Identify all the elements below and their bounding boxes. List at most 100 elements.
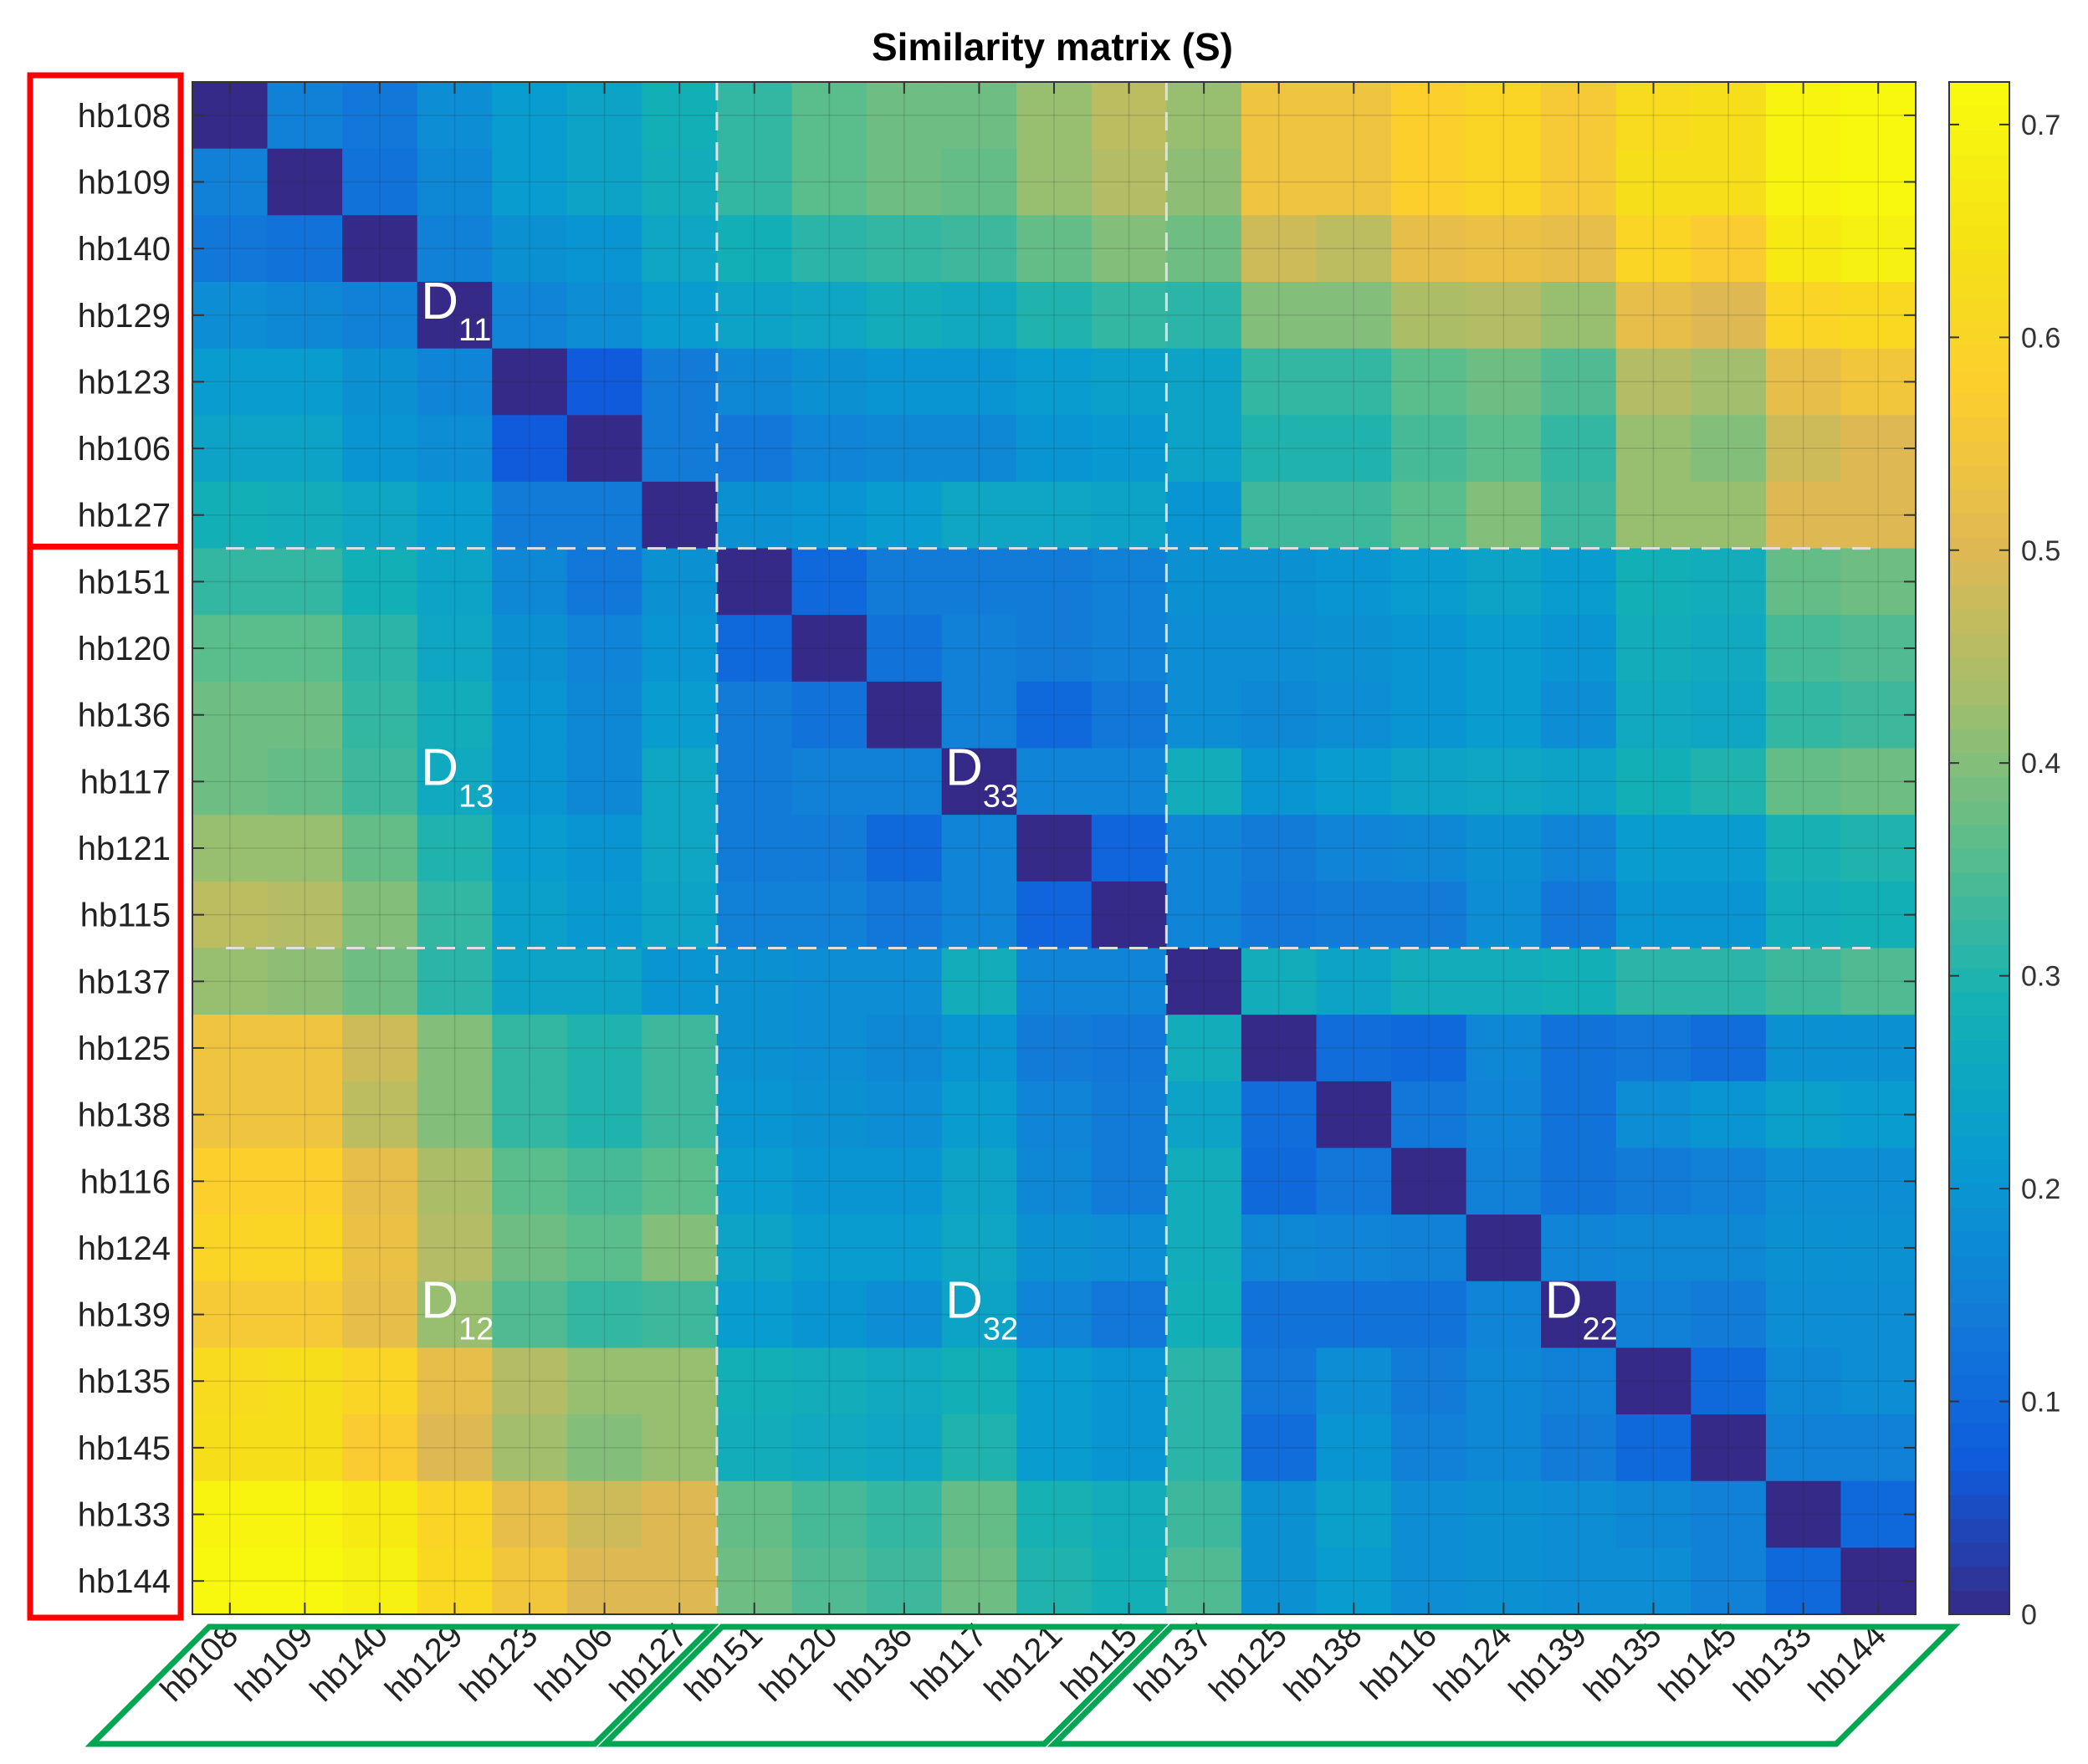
heatmap-cell-hb136-hb135 [1615, 681, 1691, 749]
heatmap-cell-hb106-hb127 [642, 415, 718, 483]
heatmap-cell-hb127-hb108 [192, 481, 269, 550]
heatmap-cell-hb109-hb129 [417, 148, 493, 216]
heatmap-cell-hb136-hb115 [1091, 681, 1167, 749]
heatmap-cell-hb133-hb123 [492, 1480, 568, 1548]
heatmap-cell-hb106-hb138 [1316, 415, 1392, 483]
heatmap-cell-hb106-hb109 [267, 415, 343, 483]
heatmap-cell-hb129-hb125 [1241, 281, 1318, 350]
heatmap-cell-hb124-hb117 [941, 1214, 1017, 1282]
heatmap-cell-hb140-hb129 [417, 215, 493, 283]
heatmap-cell-hb124-hb129 [417, 1214, 493, 1282]
heatmap-cell-hb125-hb125 [1241, 1015, 1318, 1082]
heatmap-cell-hb106-hb145 [1691, 415, 1767, 483]
heatmap-cell-hb116-hb120 [791, 1148, 867, 1215]
heatmap-cell-hb120-hb109 [267, 615, 343, 683]
heatmap-cell-hb138-hb133 [1765, 1081, 1842, 1149]
heatmap-cell-hb116-hb145 [1691, 1148, 1767, 1215]
heatmap-cell-hb151-hb144 [1840, 548, 1917, 616]
heatmap-cell-hb145-hb116 [1391, 1414, 1467, 1482]
heatmap-cell-hb151-hb106 [566, 548, 642, 616]
heatmap-cell-hb120-hb145 [1691, 615, 1767, 683]
heatmap-cell-hb124-hb135 [1615, 1214, 1691, 1282]
colorbar-segment [1949, 105, 2009, 130]
colorbar-tick-label: 0.2 [2021, 1173, 2060, 1205]
heatmap-cell-hb139-hb120 [791, 1281, 867, 1348]
heatmap-cell-hb124-hb124 [1466, 1214, 1542, 1282]
colorbar-segment [1949, 872, 2009, 897]
heatmap-cell-hb124-hb145 [1691, 1214, 1767, 1282]
heatmap-cell-hb109-hb145 [1691, 148, 1767, 216]
heatmap-cell-hb138-hb138 [1316, 1081, 1392, 1149]
heatmap-cell-hb140-hb137 [1166, 215, 1242, 283]
heatmap-cell-hb120-hb106 [566, 615, 642, 683]
heatmap-cell-hb145-hb123 [492, 1414, 568, 1482]
heatmap-cell-hb140-hb138 [1316, 215, 1392, 283]
col-label-hb136: hb136 [827, 1617, 919, 1709]
colorbar-segment [1949, 1446, 2009, 1471]
heatmap-cell-hb133-hb106 [566, 1480, 642, 1548]
heatmap-cell-hb139-hb136 [867, 1281, 943, 1348]
heatmap-cell-hb109-hb133 [1765, 148, 1842, 216]
heatmap-cell-hb129-hb120 [791, 281, 867, 350]
heatmap-cell-hb145-hb144 [1840, 1414, 1917, 1482]
heatmap-cell-hb125-hb140 [342, 1015, 418, 1082]
heatmap-cell-hb115-hb145 [1691, 881, 1767, 949]
heatmap-cell-hb123-hb117 [941, 348, 1017, 416]
heatmap-cell-hb125-hb151 [716, 1015, 793, 1082]
heatmap-cell-hb140-hb120 [791, 215, 867, 283]
heatmap-cell-hb121-hb151 [716, 815, 793, 882]
heatmap-cell-hb106-hb108 [192, 415, 269, 483]
heatmap-cell-hb106-hb125 [1241, 415, 1318, 483]
colorbar-segment [1949, 297, 2009, 322]
heatmap-cell-hb120-hb136 [867, 615, 943, 683]
row-label-hb139: hb139 [78, 1297, 171, 1334]
heatmap-cell-hb115-hb123 [492, 881, 568, 949]
heatmap-cell-hb127-hb127 [642, 481, 718, 550]
heatmap-cell-hb109-hb139 [1541, 148, 1617, 216]
heatmap-cell-hb135-hb123 [492, 1347, 568, 1415]
heatmap-cell-hb139-hb133 [1765, 1281, 1842, 1348]
heatmap-cell-hb138-hb127 [642, 1081, 718, 1149]
row-label-hb117: hb117 [80, 764, 171, 800]
heatmap-cell-hb109-hb125 [1241, 148, 1318, 216]
chart-title: Similarity matrix (S) [872, 25, 1233, 69]
colorbar-segment [1949, 1302, 2009, 1328]
heatmap-cell-hb115-hb125 [1241, 881, 1318, 949]
heatmap-cell-hb137-hb116 [1391, 948, 1467, 1015]
heatmap-cell-hb133-hb138 [1316, 1480, 1392, 1548]
heatmap-cell-hb106-hb136 [867, 415, 943, 483]
heatmap-cell-hb125-hb117 [941, 1015, 1017, 1082]
heatmap-cell-hb137-hb138 [1316, 948, 1392, 1015]
heatmap-cell-hb137-hb125 [1241, 948, 1318, 1015]
heatmap-cell-hb135-hb108 [192, 1347, 269, 1415]
heatmap-cell-hb133-hb124 [1466, 1480, 1542, 1548]
heatmap-cell-hb140-hb145 [1691, 215, 1767, 283]
colorbar-segment [1949, 465, 2009, 490]
heatmap-cell-hb129-hb116 [1391, 281, 1467, 350]
heatmap-cell-hb120-hb144 [1840, 615, 1917, 683]
colorbar-segment [1949, 991, 2009, 1016]
heatmap-cell-hb151-hb139 [1541, 548, 1617, 616]
heatmap-cell-hb133-hb125 [1241, 1480, 1318, 1548]
colorbar-tick-label: 0.6 [2021, 322, 2060, 354]
heatmap-cell-hb127-hb120 [791, 481, 867, 550]
heatmap-cell-hb120-hb123 [492, 615, 568, 683]
heatmap-cell-hb129-hb106 [566, 281, 642, 350]
heatmap-cell-hb145-hb109 [267, 1414, 343, 1482]
col-label-hb120: hb120 [753, 1617, 845, 1709]
heatmap-cell-hb137-hb144 [1840, 948, 1917, 1015]
col-label-hb124: hb124 [1427, 1617, 1519, 1709]
row-label-hb144: hb144 [78, 1563, 171, 1600]
heatmap-cell-hb116-hb115 [1091, 1148, 1167, 1215]
heatmap-cell-hb123-hb125 [1241, 348, 1318, 416]
heatmap-cell-hb145-hb124 [1466, 1414, 1542, 1482]
heatmap-cell-hb136-hb120 [791, 681, 867, 749]
heatmap-cell-hb136-hb124 [1466, 681, 1542, 749]
heatmap-cell-hb116-hb144 [1840, 1148, 1917, 1215]
heatmap-cell-hb135-hb120 [791, 1347, 867, 1415]
heatmap-cell-hb121-hb124 [1466, 815, 1542, 882]
axis-ticks [192, 82, 1916, 1614]
heatmap-cell-hb145-hb136 [867, 1414, 943, 1482]
col-label-hb145: hb145 [1652, 1617, 1744, 1709]
colorbar-segment [1949, 225, 2009, 250]
